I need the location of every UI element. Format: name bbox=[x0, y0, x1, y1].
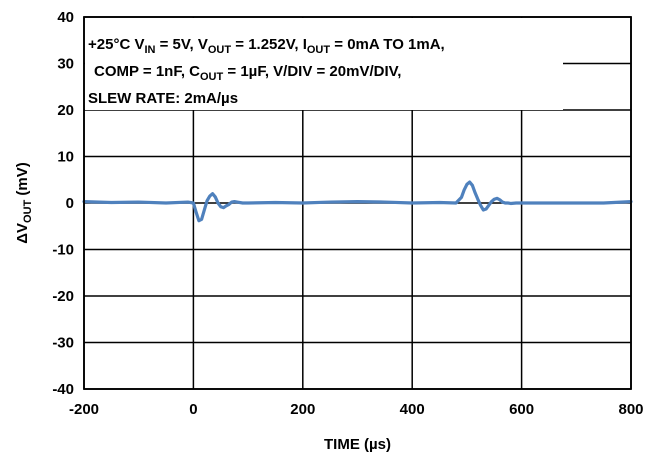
annotation-line: SLEW RATE: 2mA/µs bbox=[88, 90, 238, 107]
x-tick-label: -200 bbox=[69, 401, 99, 418]
y-ticks: 40 30 20 10 0 -10 -20 -30 -40 bbox=[52, 9, 74, 398]
series-line bbox=[82, 180, 633, 223]
y-tick-label: 40 bbox=[57, 9, 74, 26]
y-tick-label: -20 bbox=[52, 288, 74, 305]
annotation-line: +25°C VIN = 5V, VOUT = 1.252V, IOUT = 0m… bbox=[88, 36, 445, 56]
x-tick-label: 400 bbox=[400, 401, 425, 418]
x-tick-label: 0 bbox=[189, 401, 197, 418]
y-tick-label: -10 bbox=[52, 242, 74, 259]
x-tick-label: 600 bbox=[509, 401, 534, 418]
y-tick-label: -30 bbox=[52, 335, 74, 352]
annotation-box bbox=[85, 18, 563, 110]
y-tick-label: 10 bbox=[57, 149, 74, 166]
plot-frame bbox=[83, 16, 632, 390]
x-tick-label: 800 bbox=[618, 401, 643, 418]
x-axis-label: TIME (µs) bbox=[324, 436, 391, 453]
y-tick-label: 20 bbox=[57, 102, 74, 119]
y-tick-label: -40 bbox=[52, 381, 74, 398]
y-tick-label: 30 bbox=[57, 56, 74, 73]
x-tick-label: 200 bbox=[290, 401, 315, 418]
annotation-line: COMP = 1nF, COUT = 1µF, V/DIV = 20mV/DIV… bbox=[94, 63, 401, 83]
y-axis-label: ΔVOUT (mV) bbox=[14, 162, 34, 244]
x-ticks: -200 0 200 400 600 800 bbox=[69, 401, 644, 418]
y-tick-label: 0 bbox=[66, 195, 74, 212]
annotation: +25°C VIN = 5V, VOUT = 1.252V, IOUT = 0m… bbox=[85, 18, 563, 110]
